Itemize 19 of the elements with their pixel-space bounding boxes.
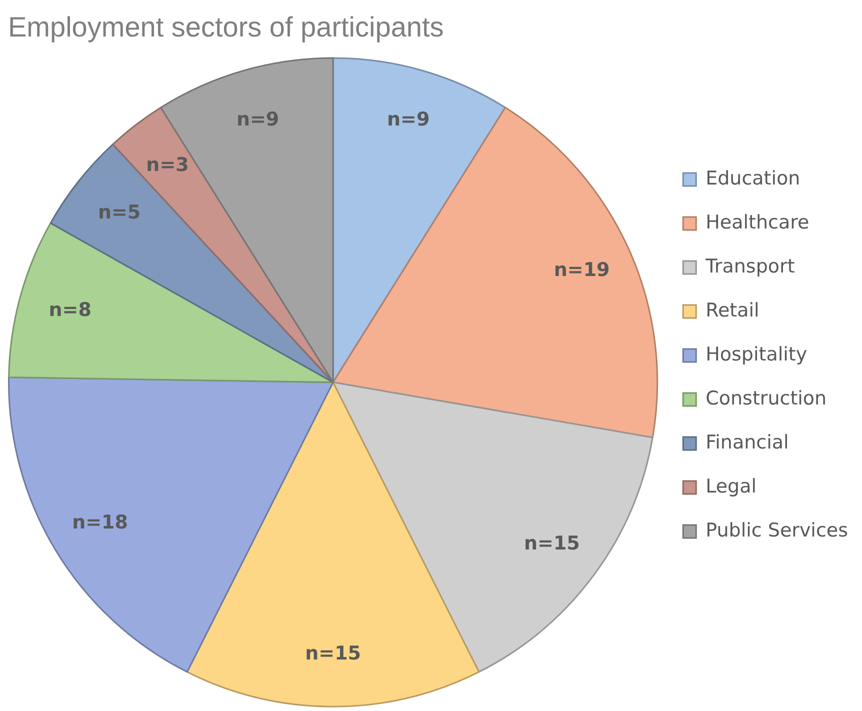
data-label: n=15 [305,642,361,665]
data-label: n=5 [98,201,141,224]
data-label: n=19 [554,259,610,282]
chart-title: Employment sectors of participants [8,12,444,43]
legend-label: Hospitality [706,343,808,366]
data-label: n=15 [524,532,580,554]
data-label: n=9 [386,108,430,130]
legend-label: Construction [706,387,827,410]
data-label: n=9 [236,108,280,130]
data-label: n=8 [48,299,92,322]
legend-label: Retail [706,299,760,322]
legend-label: Healthcare [706,211,810,234]
legend-label: Public Services [706,519,848,542]
data-label: n=3 [146,154,189,176]
legend-label: Transport [704,255,795,278]
data-label: n=18 [72,511,128,534]
legend-label: Education [706,167,800,190]
legend-label: Financial [706,431,789,454]
legend-label: Legal [706,475,757,498]
